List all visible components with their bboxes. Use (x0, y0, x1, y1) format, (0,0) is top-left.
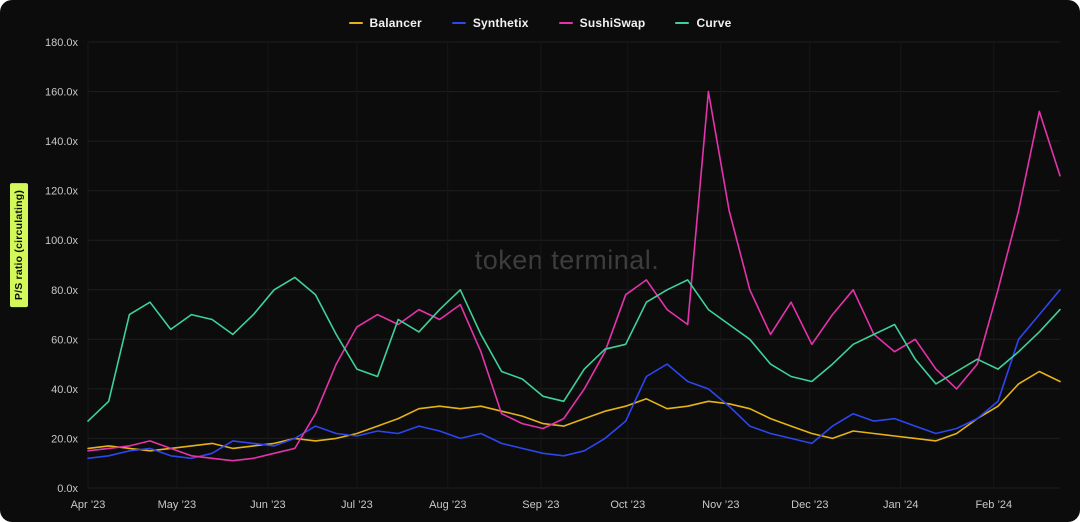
x-tick-label: Jan ’24 (883, 499, 918, 511)
x-tick-label: Aug ’23 (429, 499, 466, 511)
series-line-sushiswap[interactable] (87, 90, 1061, 462)
x-tick-label: Jun ’23 (250, 499, 285, 511)
series-line-curve[interactable] (87, 276, 1061, 422)
y-tick-label: 140.0x (45, 136, 79, 148)
x-tick-label: May ’23 (158, 499, 197, 511)
y-tick-label: 0.0x (57, 483, 78, 495)
legend-label: Balancer (369, 16, 422, 30)
x-tick-label: Nov ’23 (702, 499, 739, 511)
y-tick-label: 100.0x (45, 235, 79, 247)
x-tick-label: Dec ’23 (791, 499, 828, 511)
legend-item-balancer[interactable]: Balancer (348, 16, 422, 30)
y-tick-label: 60.0x (51, 334, 78, 346)
legend: Balancer Synthetix SushiSwap Curve (0, 16, 1080, 30)
x-tick-label: Feb ’24 (975, 499, 1012, 511)
x-tick-label: Apr ’23 (71, 499, 106, 511)
legend-swatch-icon (348, 21, 363, 25)
series-line-balancer[interactable] (87, 370, 1061, 452)
y-tick-label: 40.0x (51, 384, 78, 396)
legend-label: Synthetix (472, 16, 529, 30)
x-tick-label: Oct ’23 (610, 499, 645, 511)
series-line-synthetix[interactable] (87, 288, 1061, 460)
y-tick-label: 180.0x (45, 37, 79, 49)
y-tick-label: 120.0x (45, 186, 79, 198)
legend-label: SushiSwap (579, 16, 646, 30)
legend-item-curve[interactable]: Curve (675, 16, 731, 30)
legend-swatch-icon (558, 21, 573, 25)
y-tick-label: 160.0x (45, 87, 79, 99)
x-tick-label: Jul ’23 (341, 499, 373, 511)
legend-swatch-icon (451, 21, 466, 25)
y-tick-label: 20.0x (51, 433, 78, 445)
legend-swatch-icon (675, 21, 690, 25)
legend-item-sushiswap[interactable]: SushiSwap (558, 16, 646, 30)
x-tick-label: Sep ’23 (522, 499, 559, 511)
legend-item-synthetix[interactable]: Synthetix (451, 16, 529, 30)
y-tick-label: 80.0x (51, 285, 78, 297)
legend-label: Curve (696, 16, 732, 30)
y-axis-title: P/S ratio (circulating) (10, 183, 28, 308)
